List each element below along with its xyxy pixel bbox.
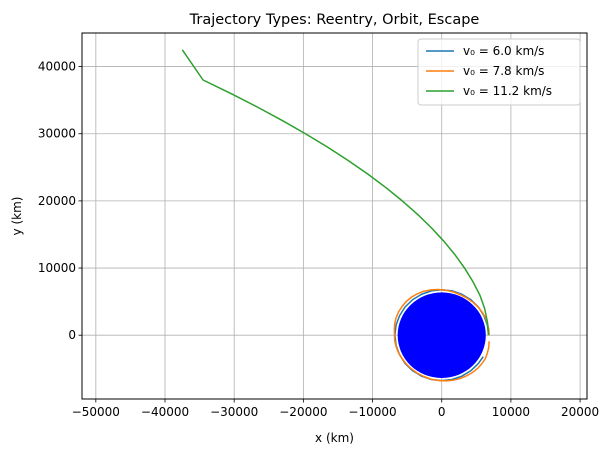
x-tick-label: −20000 bbox=[279, 405, 327, 419]
x-axis-label: x (km) bbox=[315, 431, 354, 445]
x-tick-label: −40000 bbox=[141, 405, 189, 419]
y-tick-label: 20000 bbox=[38, 194, 76, 208]
x-tick-label: 10000 bbox=[492, 405, 530, 419]
y-tick-label: 40000 bbox=[38, 60, 76, 74]
chart-title: Trajectory Types: Reentry, Orbit, Escape bbox=[189, 12, 480, 28]
y-tick-label: 30000 bbox=[38, 127, 76, 141]
x-tick-label: 0 bbox=[438, 405, 446, 419]
y-tick-label: 0 bbox=[68, 328, 76, 342]
x-tick-label: −50000 bbox=[72, 405, 120, 419]
x-tick-label: 20000 bbox=[561, 405, 599, 419]
plot-area bbox=[181, 49, 490, 382]
legend-entry-1: v₀ = 6.0 km/s bbox=[463, 44, 544, 58]
series-line-3 bbox=[181, 49, 490, 336]
planet-earth bbox=[397, 292, 486, 378]
legend-entry-3: v₀ = 11.2 km/s bbox=[463, 84, 552, 98]
x-axis: −50000 −40000 −30000 −20000 −10000 0 10000 2000… bbox=[72, 399, 599, 419]
x-tick-label: −30000 bbox=[210, 405, 258, 419]
series-line-2 bbox=[393, 288, 490, 382]
y-tick-label: 10000 bbox=[38, 261, 76, 275]
legend-box bbox=[417, 38, 581, 106]
legend: v₀ = 6.0 km/s v₀ = 7.8 km/s v₀ = 11.2 km/s bbox=[417, 38, 581, 106]
x-tick-label: −10000 bbox=[348, 405, 396, 419]
y-axis-label: y (km) bbox=[10, 197, 24, 236]
plot-frame bbox=[81, 32, 588, 400]
y-axis: 0 10000 20000 30000 40000 bbox=[38, 60, 82, 342]
legend-entry-2: v₀ = 7.8 km/s bbox=[463, 64, 544, 78]
